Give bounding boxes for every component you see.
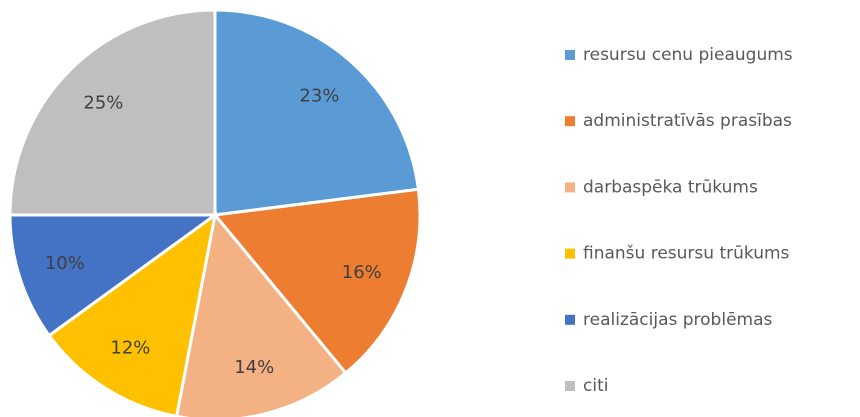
legend-label: resursu cenu pieaugums (583, 45, 793, 65)
legend-label: realizācijas problēmas (583, 310, 773, 330)
legend-swatch (565, 314, 575, 325)
data-label: 10% (45, 253, 85, 274)
legend-swatch (565, 248, 575, 259)
pie-slice (212, 187, 422, 376)
legend-label: finanšu resursu trūkums (583, 244, 790, 264)
legend-label: darbaspēka trūkums (583, 177, 758, 197)
legend-swatch (565, 381, 575, 391)
legend-swatch (565, 182, 575, 193)
legend-label: citi (583, 376, 608, 396)
legend-swatch (565, 50, 575, 60)
pie-slice (8, 8, 217, 217)
pie-slice (174, 211, 348, 417)
data-label: 25% (83, 92, 123, 113)
pie-slice (47, 211, 218, 417)
data-label: 12% (110, 337, 150, 358)
pie-slice (8, 213, 220, 338)
pie-slice (213, 8, 421, 217)
legend-label: administratīvās prasības (583, 111, 792, 131)
legend-swatch (565, 116, 575, 127)
data-label: 23% (299, 86, 339, 107)
data-label: 16% (342, 262, 382, 283)
data-label: 14% (234, 357, 274, 378)
